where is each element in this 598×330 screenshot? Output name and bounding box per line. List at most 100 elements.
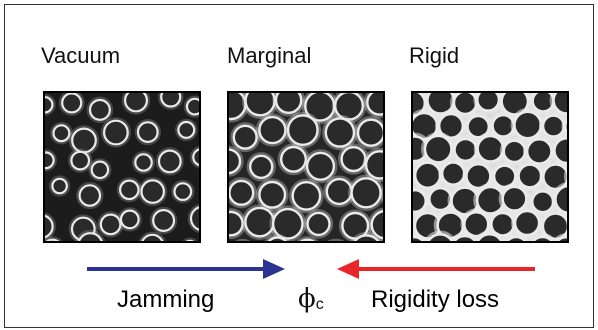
bubble-glow (157, 93, 184, 110)
bubble (423, 134, 453, 164)
bubble (413, 188, 428, 214)
bubble (553, 136, 567, 165)
bubble (280, 145, 308, 173)
rigidity-loss-label: Rigidity loss (371, 286, 500, 313)
bubble-glow (413, 233, 428, 241)
bubble (232, 124, 258, 150)
bubble-glow (362, 147, 383, 183)
bubble (413, 161, 442, 190)
bubble-glow (187, 203, 199, 234)
bubble-glow (132, 151, 155, 174)
bubble (124, 93, 148, 113)
bubble (229, 179, 255, 206)
bubble (440, 161, 466, 187)
bubble (291, 181, 322, 211)
bubble-glow (134, 118, 161, 146)
bubble-glow (75, 229, 106, 241)
bubble-glow (498, 182, 531, 215)
bubble (51, 177, 68, 195)
bubble (99, 213, 122, 236)
bubble-glow (284, 111, 322, 149)
figure-frame: Vacuum Marginal Rigid Jamming ϕc Rigidit… (4, 4, 594, 328)
bubble-glow (551, 182, 567, 217)
bubble (185, 97, 199, 116)
bubble-glow (138, 177, 168, 207)
bubble (299, 238, 315, 241)
bubble (152, 208, 176, 232)
bubble (476, 232, 503, 241)
bubble-glow (121, 93, 151, 115)
bubble (340, 145, 367, 173)
bubble (366, 93, 383, 116)
bubble-glow (86, 96, 114, 124)
bubble-glow (88, 158, 112, 182)
bubble-glow (68, 214, 98, 241)
bubble (453, 137, 478, 163)
bubble (258, 115, 287, 145)
bubble (229, 148, 242, 175)
bubble (52, 124, 71, 143)
critical-packing-fraction: ϕc (298, 286, 324, 313)
rigidity-loss-arrow (337, 257, 535, 281)
bubble (555, 235, 567, 241)
jamming-arrow (87, 257, 285, 281)
bubble-glow (350, 231, 383, 241)
rigidity-loss-arrow-head (337, 259, 359, 279)
bubble (364, 150, 383, 180)
bubble (45, 214, 54, 239)
vacuum-image (43, 91, 201, 243)
bubble (554, 184, 567, 214)
bubble (77, 232, 103, 241)
bubble (305, 151, 336, 181)
bubble (413, 235, 425, 241)
bubble-glow (229, 208, 247, 239)
bubble-glow (45, 212, 56, 241)
bubble (513, 209, 541, 237)
bubble (45, 151, 55, 170)
bubble-glow (363, 93, 383, 119)
bubble-glow (50, 122, 73, 145)
bubble (513, 110, 543, 140)
bubble (61, 93, 83, 114)
bubble (324, 117, 356, 148)
bubble (334, 93, 364, 121)
bubble (103, 119, 129, 146)
bubble (325, 177, 353, 206)
bubble-glow (272, 93, 305, 117)
bubble (353, 234, 380, 241)
bubble (71, 127, 97, 154)
marginal-label: Marginal (227, 43, 312, 68)
bubble-glow (528, 233, 557, 241)
rigid-image (411, 91, 569, 243)
bubble-glow (561, 114, 567, 139)
bubble-glow (473, 230, 506, 241)
bubble (267, 236, 288, 241)
bubble-glow (322, 114, 358, 151)
bubble (119, 179, 140, 201)
bubble-glow (76, 181, 104, 210)
bubble-glow (155, 147, 184, 176)
bubble (70, 150, 91, 171)
bubble-glow (149, 206, 178, 235)
vacuum-label: Vacuum (41, 43, 121, 68)
bubble (517, 163, 543, 189)
bubble-glow (552, 233, 567, 241)
bubble (229, 210, 244, 237)
bubble-glow (563, 167, 567, 186)
bubble (564, 117, 567, 136)
bubble (192, 148, 199, 167)
bubble-glow (230, 122, 261, 153)
bubble-glow (264, 233, 290, 241)
marginal-bubbles (229, 93, 383, 241)
bubble-glow (45, 236, 63, 241)
bubble-glow (68, 148, 93, 173)
bubble (552, 93, 567, 115)
bubble-glow (502, 232, 530, 241)
rigid-label: Rigid (409, 43, 460, 68)
bubble (249, 154, 274, 180)
bubble (274, 93, 303, 114)
bubble (173, 182, 193, 201)
bubble (531, 235, 554, 241)
bubble (530, 190, 555, 214)
bubble (119, 209, 140, 230)
